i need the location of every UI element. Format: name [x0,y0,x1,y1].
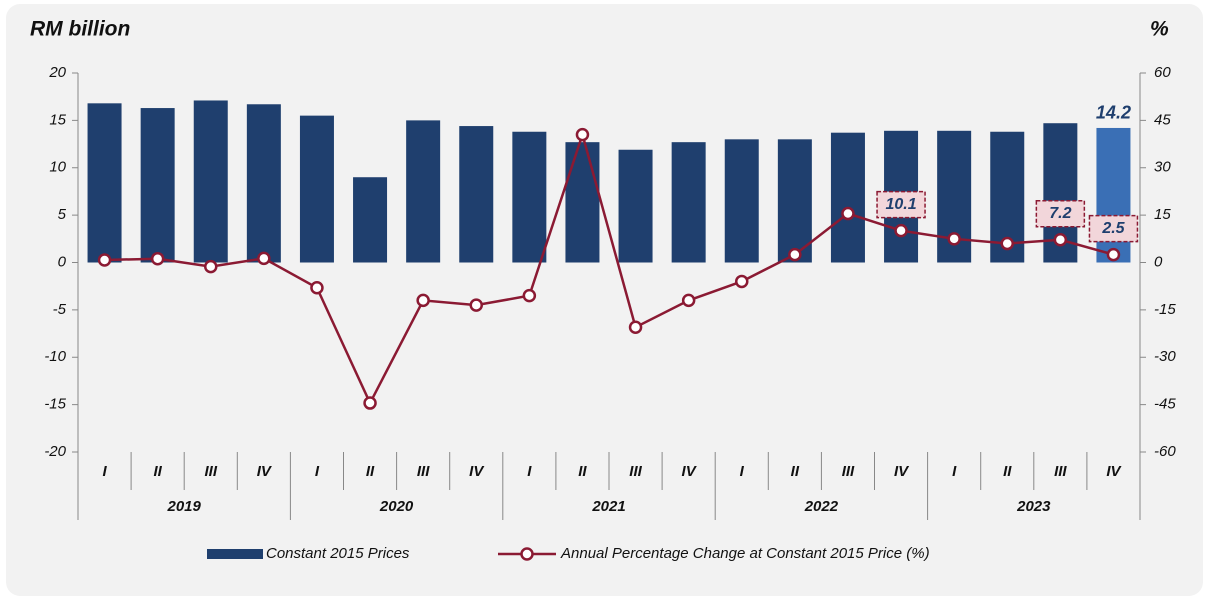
x-tick-label: II [366,463,375,480]
line-point [735,274,749,289]
legend-swatch [207,549,263,559]
line-point [947,232,961,246]
bar [777,139,812,263]
line-point [788,247,802,262]
line-point [1106,247,1121,262]
y2-tick-label: -60 [1154,443,1176,460]
y2-axis-label: % [1150,18,1169,41]
bar [406,120,441,263]
x-tick-label: III [417,463,430,480]
x-tick-label: II [1003,463,1012,480]
bar [246,104,281,263]
line-point [894,223,908,238]
y2-tick-label: -45 [1154,396,1176,413]
y-tick-label: -20 [44,443,66,460]
y-tick-label: 15 [49,111,66,128]
y2-tick-label: 45 [1154,111,1171,128]
x-tick-label: IV [682,463,698,480]
x-tick-label: I [102,463,107,480]
y2-tick-label: 0 [1154,253,1163,270]
x-tick-label: III [842,463,855,480]
x-tick-label: I [740,463,745,480]
data-label-box [1088,214,1139,243]
line-point [522,288,537,303]
bar [565,142,600,263]
line-data-label: 7.2 [1049,205,1071,222]
line-point [204,259,218,274]
line-point [416,293,430,308]
y2-tick-label: 60 [1154,64,1171,81]
bar [618,149,653,263]
line-data-label: 2.5 [1101,220,1125,237]
line-point [97,253,112,267]
y-tick-label: -10 [44,348,66,365]
x-group-label: 2023 [1016,498,1051,515]
x-tick-label: IV [1106,463,1122,480]
y-tick-label: -15 [44,396,66,413]
x-tick-label: II [153,463,162,480]
y2-tick-label: -15 [1154,301,1176,318]
x-group-label: 2022 [804,498,839,515]
x-group-label: 2021 [591,498,625,515]
bar [830,132,865,263]
y-tick-label: 5 [58,206,67,223]
bar [193,100,228,263]
bar [299,115,334,263]
bar [724,139,759,263]
line-point [575,127,590,142]
y2-tick-label: -30 [1154,348,1176,365]
line [104,130,1114,406]
y-tick-label: 10 [49,159,66,176]
x-group-label: 2020 [379,498,414,515]
x-tick-label: IV [894,463,910,480]
data-label-box [876,190,926,219]
x-tick-label: IV [469,463,485,480]
bar [140,108,175,263]
y-tick-label: 20 [48,64,66,81]
line-point [1053,233,1068,247]
x-tick-label: IV [257,463,273,480]
line-point [841,206,855,221]
y-axis-label: RM billion [30,18,130,41]
line-point [628,320,643,334]
line-point [257,251,271,266]
legend-swatch [520,547,534,561]
y2-tick-label: 15 [1154,206,1171,223]
y2-tick-label: 30 [1154,159,1171,176]
line-data-label: 10.1 [885,196,916,213]
x-tick-label: I [315,463,320,480]
x-tick-label: II [578,463,587,480]
data-label-box [1035,200,1086,228]
y-tick-label: 0 [58,253,67,270]
legend-label: Annual Percentage Change at Constant 201… [560,545,930,562]
x-group-label: 2019 [167,498,202,515]
x-tick-label: II [791,463,800,480]
y-tick-label: -5 [53,301,67,318]
x-tick-label: I [952,463,957,480]
bar [512,131,547,263]
bar [459,126,494,263]
line-point [681,293,696,308]
bar-data-label: 14.2 [1096,103,1131,123]
legend-label: Constant 2015 Prices [266,545,410,562]
line-point [469,298,483,312]
line-point [363,396,377,410]
line-point [310,281,324,295]
line-point [1000,236,1014,251]
line-point [150,251,165,266]
x-tick-label: III [629,463,642,480]
bar [87,103,122,263]
x-tick-label: III [204,463,217,480]
bar [353,177,388,263]
x-tick-label: III [1054,463,1067,480]
bar [671,142,706,263]
x-tick-label: I [527,463,532,480]
